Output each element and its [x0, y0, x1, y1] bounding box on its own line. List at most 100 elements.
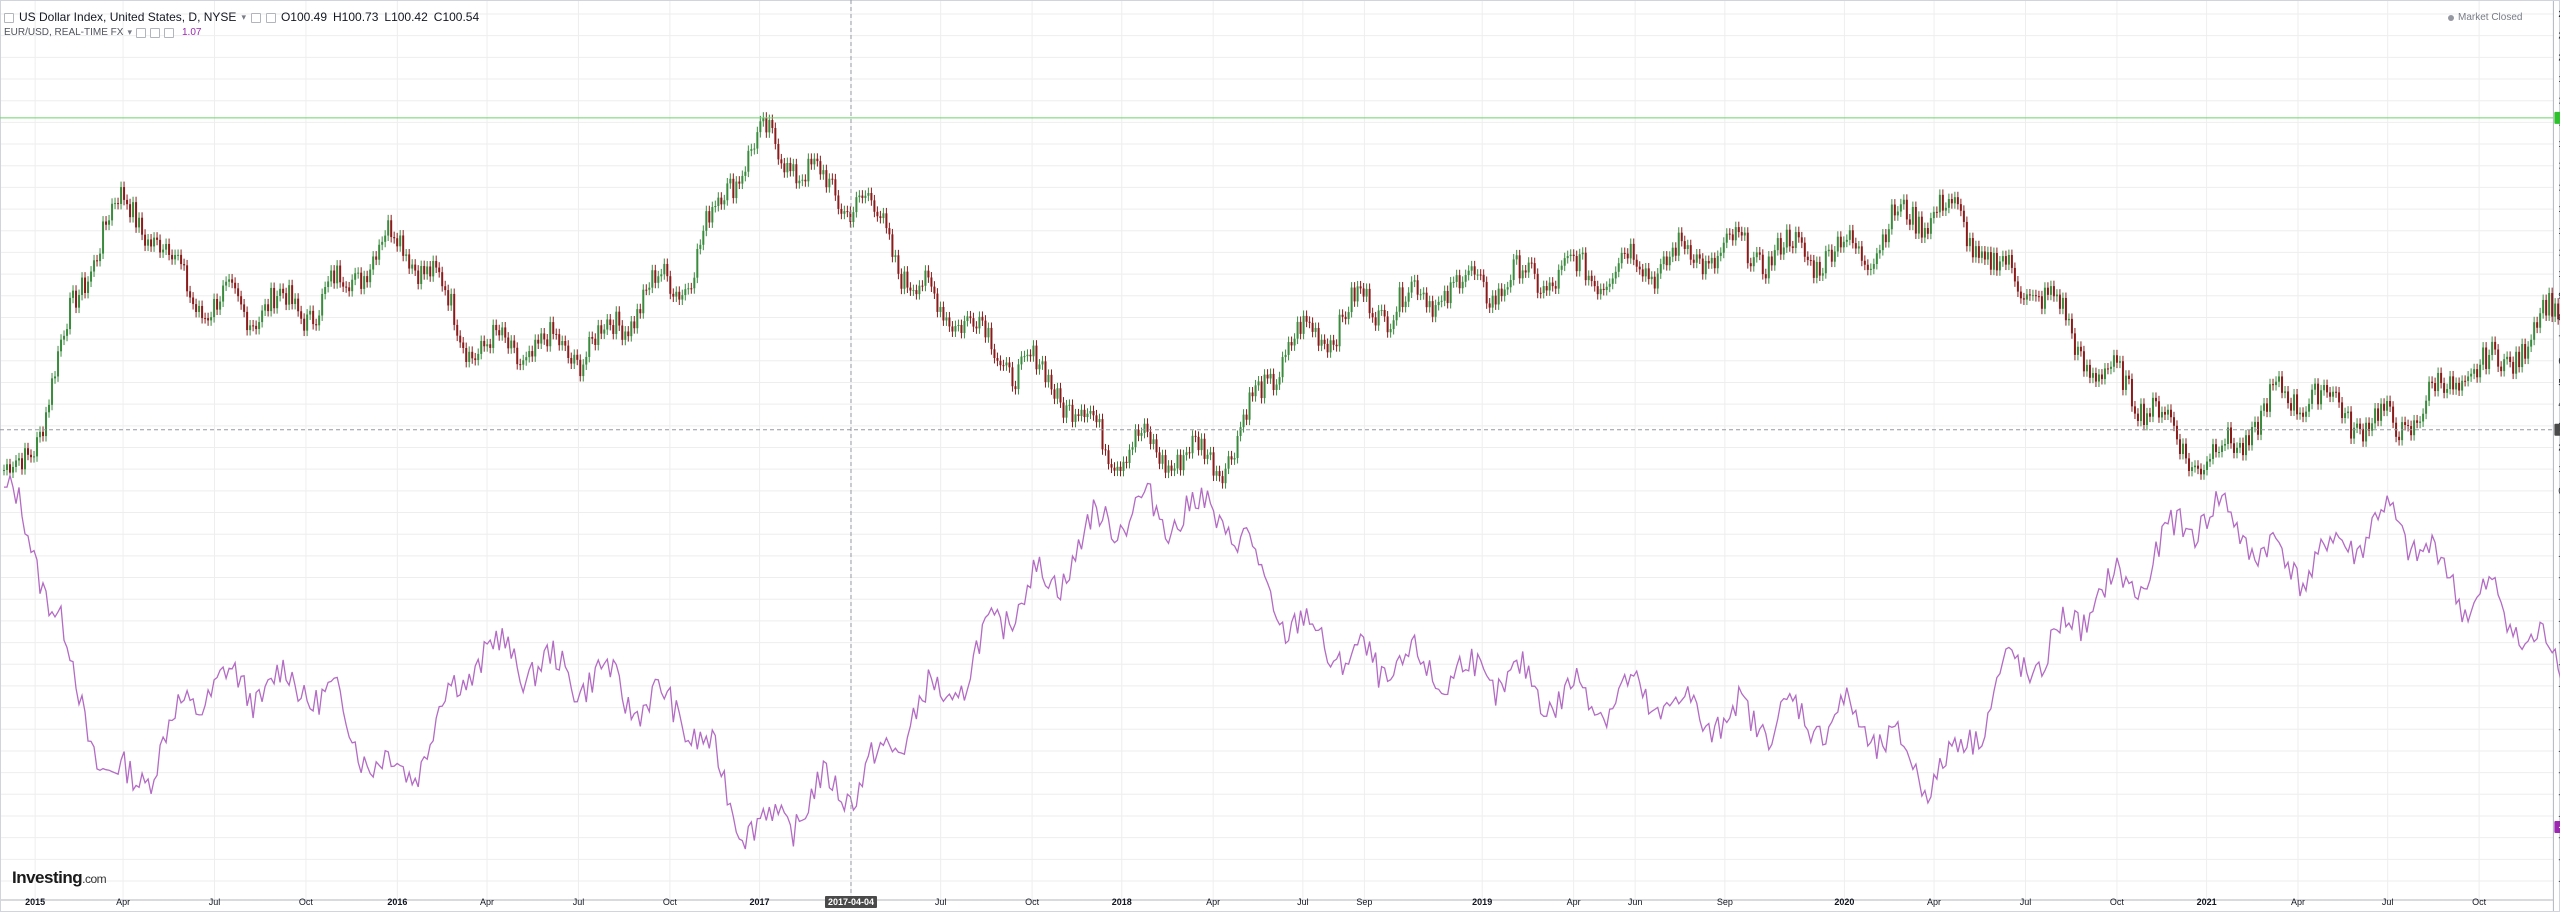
- x-tick-label: Oct: [2110, 897, 2125, 907]
- candle-body: [2398, 436, 2401, 441]
- candle-body: [1488, 303, 1491, 308]
- candle-body: [2359, 423, 2362, 429]
- main-symbol-label[interactable]: US Dollar Index, United States, D, NYSE: [19, 10, 237, 24]
- candle-body: [1380, 309, 1383, 311]
- ohlc-values: O100.49 H100.73 L100.42 C100.54: [281, 10, 479, 25]
- candle-body: [2470, 373, 2473, 377]
- candle-body: [1350, 287, 1353, 313]
- candle-body: [183, 264, 186, 266]
- candle-body: [1200, 438, 1203, 451]
- candle-body: [1656, 273, 1659, 289]
- candle-body: [2449, 376, 2452, 390]
- candle-body: [540, 333, 543, 344]
- logo-suffix: .com: [82, 872, 107, 886]
- candle-body: [1098, 419, 1101, 423]
- candle-body: [60, 339, 63, 352]
- x-tick-label: Apr: [480, 897, 494, 907]
- candle-body: [2097, 374, 2100, 382]
- y-tick-label: -7.00%: [2558, 638, 2560, 648]
- candle-body: [1035, 345, 1038, 370]
- candle-body: [2302, 412, 2305, 417]
- close-icon[interactable]: [164, 27, 174, 38]
- candle-body: [1179, 454, 1182, 471]
- candle-body: [870, 193, 873, 201]
- y-tick-label: 15.00%: [2558, 161, 2560, 171]
- candle-body: [564, 341, 567, 346]
- candle-body: [1746, 232, 1749, 264]
- candle-body: [1827, 249, 1830, 252]
- candle-body: [1476, 274, 1479, 276]
- settings-icon[interactable]: [150, 27, 160, 38]
- candle-body: [1824, 251, 1827, 274]
- candle-body: [309, 310, 312, 315]
- candle-body: [2070, 318, 2073, 334]
- candle-body: [1263, 374, 1266, 399]
- settings-icon[interactable]: [250, 12, 261, 23]
- candle-body: [2479, 364, 2482, 378]
- candle-body: [1704, 260, 1707, 275]
- candle-body: [2341, 402, 2344, 419]
- candle-body: [1512, 259, 1515, 281]
- candle-body: [2467, 376, 2470, 382]
- compare-symbol-label[interactable]: EUR/USD, REAL-TIME FX: [4, 27, 124, 38]
- candle-body: [648, 287, 651, 290]
- candle-body: [2404, 422, 2407, 426]
- candle-body: [342, 282, 345, 287]
- close-icon[interactable]: [265, 12, 276, 23]
- candle-body: [2052, 286, 2055, 297]
- candle-body: [2428, 381, 2431, 401]
- candle-body: [1779, 238, 1782, 255]
- candle-body: [639, 309, 642, 314]
- candle-body: [1572, 254, 1575, 257]
- candle-body: [1344, 316, 1347, 320]
- visibility-icon[interactable]: [136, 27, 146, 38]
- chart-legend: US Dollar Index, United States, D, NYSE …: [4, 10, 479, 40]
- candle-body: [198, 305, 201, 313]
- y-tick-label: -12.00%: [2558, 746, 2560, 756]
- candle-body: [1473, 266, 1476, 275]
- candle-body: [1410, 281, 1413, 293]
- candle-body: [2082, 351, 2085, 372]
- candle-body: [1413, 280, 1416, 282]
- candle-body: [285, 293, 288, 305]
- candle-body: [2275, 381, 2278, 386]
- candle-body: [147, 239, 150, 246]
- candle-body: [1923, 227, 1926, 238]
- candle-body: [1917, 216, 1920, 234]
- candle-body: [1059, 388, 1062, 403]
- x-tick-label: Jul: [209, 897, 221, 907]
- candle-body: [2139, 403, 2142, 421]
- candle-body: [720, 197, 723, 205]
- candle-body: [669, 276, 672, 294]
- y-tick-label: 4.00%: [2558, 399, 2560, 409]
- candle-body: [1164, 455, 1167, 473]
- candle-body: [624, 331, 627, 340]
- candle-body: [1947, 199, 1950, 208]
- candle-body: [1422, 292, 1425, 295]
- candle-body: [594, 338, 597, 345]
- x-tick-label: Sep: [1356, 897, 1372, 907]
- candle-body: [1662, 256, 1665, 265]
- candle-body: [978, 316, 981, 329]
- candle-body: [423, 266, 426, 275]
- candle-body: [1086, 413, 1089, 418]
- candle-body: [549, 322, 552, 347]
- candle-body: [597, 325, 600, 345]
- candle-body: [1407, 292, 1410, 302]
- candle-body: [1191, 435, 1194, 454]
- candle-body: [1641, 269, 1644, 277]
- candle-body: [1854, 243, 1857, 249]
- candle-body: [2554, 303, 2557, 317]
- y-tick-label: 11.00%: [2558, 247, 2560, 257]
- candle-body: [1623, 252, 1626, 254]
- candle-body: [2425, 400, 2428, 414]
- chevron-down-icon[interactable]: ▾: [241, 12, 246, 22]
- candle-body: [894, 255, 897, 257]
- x-tick-label: 2016: [387, 897, 407, 907]
- candle-body: [1755, 252, 1758, 258]
- chevron-down-icon[interactable]: ▾: [127, 27, 132, 37]
- candle-body: [171, 254, 174, 260]
- candle-body: [1950, 199, 1953, 204]
- collapse-icon[interactable]: [4, 12, 14, 23]
